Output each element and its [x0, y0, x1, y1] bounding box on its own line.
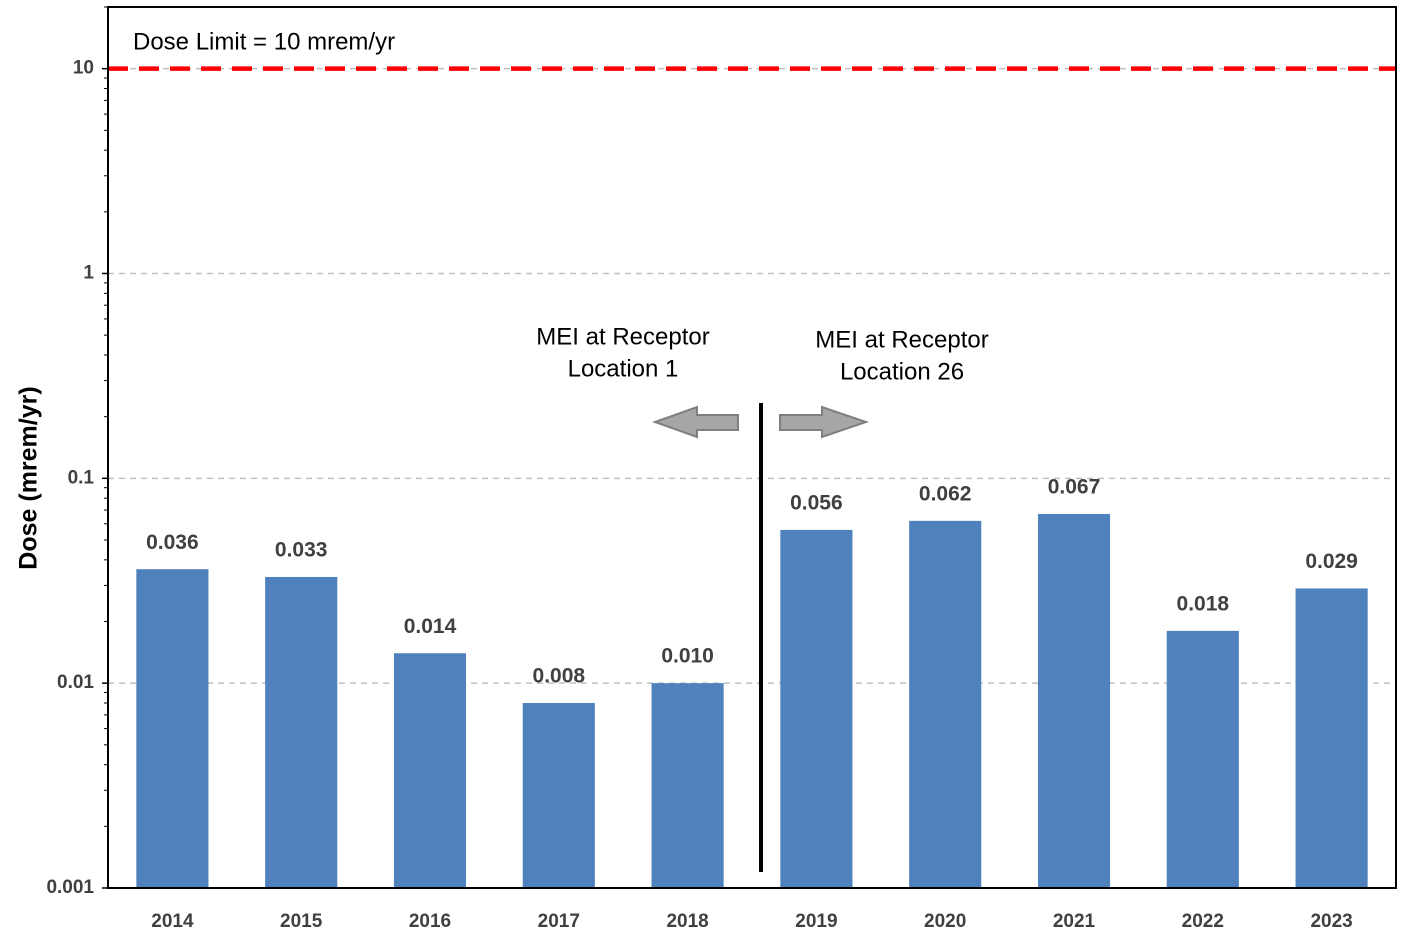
bar [909, 520, 982, 888]
x-tick-label: 2021 [1053, 911, 1096, 932]
annotation: MEI at Receptor [536, 323, 709, 350]
x-tick-label: 2023 [1310, 911, 1352, 932]
value-label: 0.056 [790, 491, 843, 514]
value-label: 0.036 [146, 531, 199, 554]
bar [1037, 513, 1111, 888]
value-label: 0.062 [919, 482, 972, 505]
left-arrow [652, 405, 739, 439]
y-tick-label: 10 [73, 58, 94, 79]
y-axis-label: Dose (mrem/yr) [15, 386, 43, 569]
value-label: 0.008 [533, 665, 586, 688]
dose-limit-label: Dose Limit = 10 mrem/yr [133, 28, 395, 55]
annotation: Location 26 [840, 358, 964, 385]
value-label: 0.018 [1177, 592, 1230, 615]
bar [1295, 588, 1368, 888]
plot-frame [107, 6, 1397, 889]
bar [651, 683, 724, 888]
y-tick-label: 0.001 [46, 877, 94, 898]
x-tick-label: 2018 [666, 911, 708, 932]
x-tick-label: 2015 [280, 911, 323, 932]
bar [265, 576, 338, 888]
bar [1166, 630, 1239, 888]
x-tick-label: 2019 [795, 911, 837, 932]
bar [780, 529, 853, 888]
value-label: 0.029 [1305, 550, 1358, 573]
x-tick-label: 2020 [924, 911, 966, 932]
x-tick-label: 2014 [151, 911, 194, 932]
bar [136, 569, 209, 888]
value-label: 0.067 [1048, 476, 1101, 499]
x-tick-label: 2016 [409, 911, 451, 932]
annotation: Location 1 [568, 355, 679, 382]
bar [522, 703, 595, 888]
x-tick-label: 2022 [1182, 911, 1224, 932]
value-label: 0.033 [275, 539, 328, 562]
y-tick-label: 0.1 [68, 467, 95, 488]
bar [393, 653, 467, 888]
annotation: MEI at Receptor [815, 326, 988, 353]
value-label: 0.014 [404, 615, 457, 638]
right-arrow [779, 405, 870, 439]
value-label: 0.010 [661, 645, 714, 668]
y-tick-label: 1 [83, 263, 94, 284]
y-tick-label: 0.01 [57, 672, 94, 693]
x-tick-label: 2017 [538, 911, 580, 932]
